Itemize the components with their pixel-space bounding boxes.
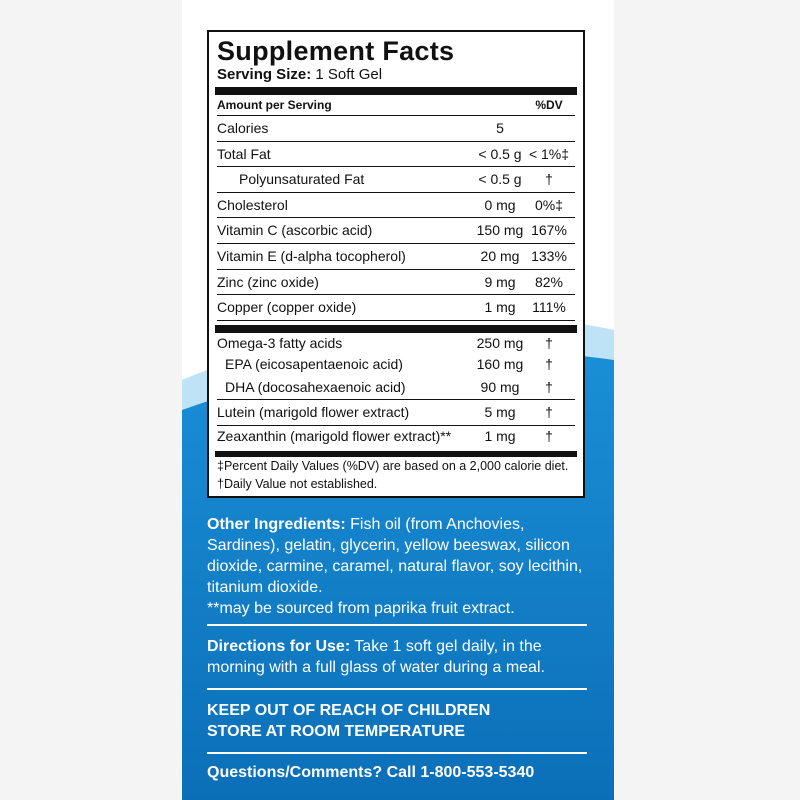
nutrient-dv: 133% [531, 247, 567, 264]
nutrient-name: Vitamin C (ascorbic acid) [217, 222, 373, 239]
nutrient-dv: < 1%‡ [528, 145, 570, 162]
nutrient-name: Omega-3 fatty acids [217, 334, 343, 351]
rule [215, 450, 577, 457]
contact: Questions/Comments? Call 1-800-553-5340 [207, 764, 535, 781]
nutrient-amount: 9 mg [484, 273, 516, 290]
nutrient-name: Lutein (marigold flower extract) [217, 404, 410, 421]
nutrient-amount: 160 mg [476, 355, 524, 372]
serving-value: 1 Soft Gel [315, 66, 383, 83]
nutrient-amount: 20 mg [480, 247, 520, 264]
nutrient-row: DHA (docosahexaenoic acid) 90 mg † [217, 375, 575, 401]
nutrient-row: Calories 5 [217, 116, 575, 142]
nutrient-name: Zeaxanthin (marigold flower extract)** [217, 427, 452, 444]
nutrient-name: Polyunsaturated Fat [239, 171, 365, 188]
nutrient-dv: 167% [531, 222, 567, 239]
warning: STORE AT ROOM TEMPERATURE [207, 723, 466, 740]
nutrient-row: EPA (eicosapentaenoic acid) 160 mg † [217, 354, 575, 375]
nutrient-name: DHA (docosahexaenoic acid) [225, 378, 406, 395]
directions-text: Take 1 soft gel daily, in the morning wi… [207, 638, 545, 676]
nutrient-dv: 111% [532, 299, 566, 316]
rule [215, 87, 577, 95]
nutrient-dv: † [545, 427, 553, 444]
nutrient-row: Total Fat < 0.5 g < 1%‡ [217, 142, 575, 168]
title: Supplement Facts [217, 36, 455, 66]
nutrient-amount: 1 mg [484, 299, 516, 316]
warning: KEEP OUT OF REACH OF CHILDREN [207, 702, 491, 719]
nutrient-dv: 0%‡ [534, 196, 564, 213]
nutrient-name: Total Fat [217, 145, 271, 162]
nutrient-row: Polyunsaturated Fat < 0.5 g † [217, 167, 575, 193]
divider [207, 688, 587, 690]
ingredients-note: **may be sourced from paprika fruit extr… [207, 600, 515, 617]
ingredients-text: Fish oil (from Anchovies, Sardines), gel… [207, 516, 583, 596]
nutrient-dv: † [545, 171, 553, 188]
divider [207, 624, 587, 626]
nutrient-dv: † [545, 404, 553, 421]
nutrient-amount: 5 mg [484, 404, 516, 421]
nutrient-row: Omega-3 fatty acids 250 mg † [217, 333, 575, 354]
header-amount: Amount per Serving [217, 98, 332, 112]
nutrient-dv: † [545, 378, 553, 395]
nutrient-name: Vitamin E (d-alpha tocopherol) [217, 247, 406, 264]
nutrient-name: Copper (copper oxide) [217, 299, 357, 316]
nutrient-dv: 82% [534, 273, 564, 290]
header-dv: %DV [535, 98, 563, 112]
nutrient-amount: 250 mg [476, 334, 524, 351]
nutrient-amount: 5 [496, 120, 504, 136]
nutrient-amount: 1 mg [484, 427, 516, 444]
nutrient-row: Zinc (zinc oxide) 9 mg 82% [217, 270, 575, 296]
serving-label: Serving Size: [217, 66, 312, 83]
ingredients: Other Ingredients: Fish oil (from Anchov… [207, 514, 597, 619]
nutrient-amount: 150 mg [476, 222, 524, 239]
nutrient-name: Cholesterol [217, 196, 288, 213]
header-row: Amount per Serving %DV [217, 95, 575, 116]
nutrient-amount: < 0.5 g [478, 171, 522, 188]
rule [215, 324, 577, 333]
nutrient-name: EPA (eicosapentaenoic acid) [225, 355, 403, 372]
ingredients-label: Other Ingredients: [207, 516, 346, 533]
supplement-facts: Supplement Facts Serving Size: 1 Soft Ge… [207, 30, 585, 498]
footnote: †Daily Value not established. [217, 476, 378, 491]
nutrient-dv: † [545, 334, 553, 351]
nutrient-row: Copper (copper oxide) 1 mg 111% [217, 295, 575, 321]
nutrient-row: Lutein (marigold flower extract) 5 mg † [217, 400, 575, 426]
nutrient-amount: 0 mg [484, 196, 516, 213]
nutrient-row: Vitamin E (d-alpha tocopherol) 20 mg 133% [217, 244, 575, 270]
nutrient-amount: 90 mg [480, 378, 520, 395]
nutrient-row: Vitamin C (ascorbic acid) 150 mg 167% [217, 218, 575, 244]
nutrient-dv: † [545, 355, 553, 372]
nutrient-row: Zeaxanthin (marigold flower extract)** 1 … [217, 426, 575, 447]
footnote: ‡Percent Daily Values (%DV) are based on… [217, 458, 569, 473]
nutrient-amount: < 0.5 g [478, 145, 522, 162]
directions-label: Directions for Use: [207, 638, 351, 655]
warnings: KEEP OUT OF REACH OF CHILDREN STORE AT RO… [207, 700, 597, 742]
nutrient-name: Zinc (zinc oxide) [217, 273, 319, 290]
nutrient-row: Cholesterol 0 mg 0%‡ [217, 193, 575, 219]
serving: Serving Size: 1 Soft Gel [217, 66, 575, 84]
nutrient-name: Calories [217, 120, 269, 136]
directions: Directions for Use: Take 1 soft gel dail… [207, 636, 597, 678]
divider [207, 752, 587, 754]
